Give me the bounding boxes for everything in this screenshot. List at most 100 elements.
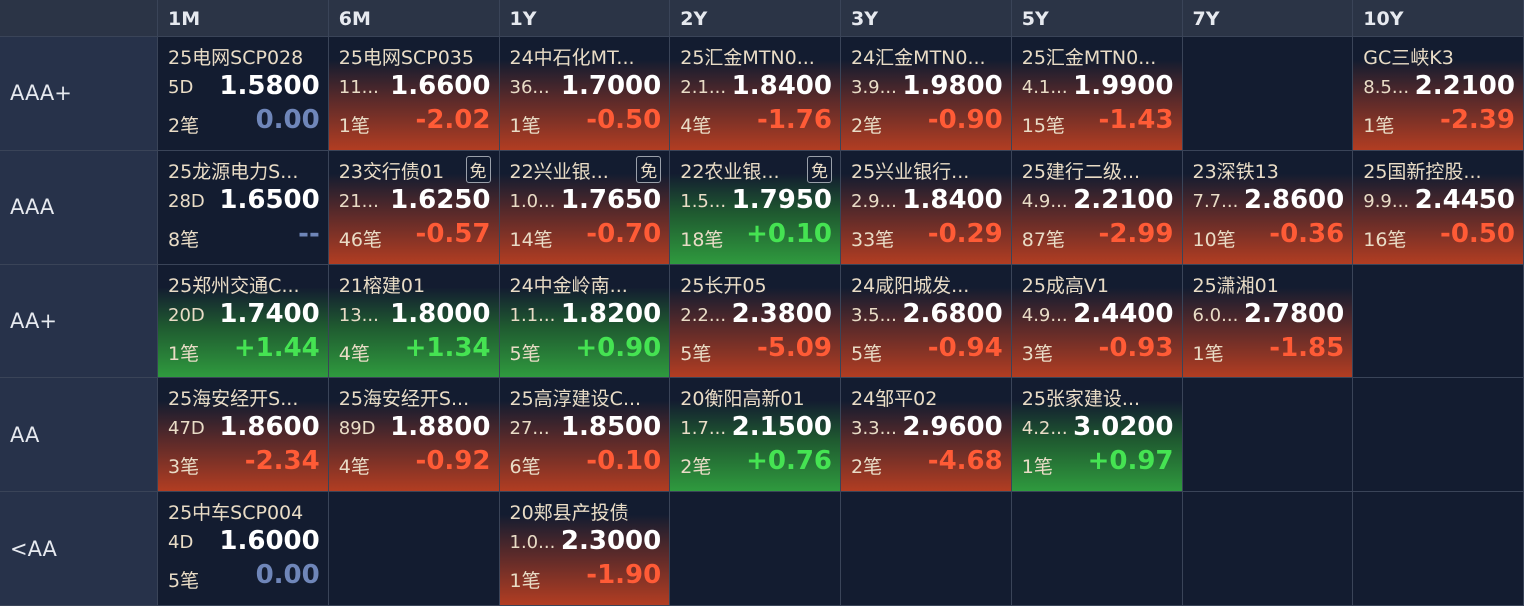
term: 1.5... [680,190,727,212]
bond-cell[interactable]: 25成高V1 4.9... 2.4400 3笔 -0.93 [1011,264,1183,379]
bond-cell[interactable]: 24中金岭南... 1.1... 1.8200 5笔 +0.90 [499,264,671,379]
bond-cell[interactable]: 25郑州交通C... 20D 1.7400 1笔 +1.44 [158,264,329,379]
bond-cell[interactable]: GC三峡K3 8.5... 2.2100 1笔 -2.39 [1353,37,1524,151]
bond-cell[interactable]: 20衡阳高新01 1.7... 2.1500 2笔 +0.76 [670,378,841,493]
bond-cell[interactable]: 25汇金MTN0... 4.1... 1.9900 15笔 -1.43 [1011,37,1183,151]
bond-name: 25中车SCP004 [168,502,304,525]
change: -0.50 [1440,218,1515,249]
term: 28D [168,190,205,212]
trade-count: 18笔 [680,228,724,251]
yield: 1.8000 [390,298,491,329]
column-header: 7Y [1182,0,1354,37]
change: -0.10 [586,446,662,477]
yield: 2.6800 [902,298,1003,329]
bond-cell[interactable]: 25汇金MTN0... 2.1... 1.8400 4笔 -1.76 [670,37,841,151]
term: 13... [338,304,379,326]
bond-cell[interactable]: 25中车SCP004 4D 1.6000 5笔 0.00 [158,492,329,606]
bond-cell[interactable]: 25国新控股... 9.9... 2.4450 16笔 -0.50 [1353,150,1524,265]
change: +0.90 [575,332,662,363]
bond-cell[interactable]: 25建行二级... 4.9... 2.2100 87笔 -2.99 [1011,150,1183,265]
bond-name: 23深铁13 [1192,160,1279,183]
bond-cell[interactable]: 25潇湘01 6.0... 2.7800 1笔 -1.85 [1182,264,1354,379]
bond-cell[interactable]: 25电网SCP028 5D 1.5800 2笔 0.00 [158,37,329,151]
bond-name: 25建行二级... [1021,160,1141,183]
bond-cell[interactable]: 25兴业银行... 2.9... 1.8400 33笔 -0.29 [841,150,1012,265]
bond-cell[interactable]: 25海安经开S... 47D 1.8600 3笔 -2.34 [158,378,329,493]
bond-cell[interactable]: 21榕建01 13... 1.8000 4笔 +1.34 [328,264,500,379]
column-header: 1Y [499,0,671,37]
bond-cell[interactable]: 23深铁13 7.7... 2.8600 10笔 -0.36 [1182,150,1354,265]
change: -0.94 [927,332,1003,363]
yield: 1.8800 [390,412,491,443]
bond-name: GC三峡K3 [1363,47,1454,69]
bond-cell[interactable]: 23交行债01 免 21... 1.6250 46笔 -0.57 [328,150,500,265]
trade-count: 87笔 [1021,228,1065,251]
column-header: 1M [158,0,329,37]
empty-cell [1182,492,1354,606]
empty-cell [1353,492,1524,606]
bond-cell[interactable]: 25电网SCP035 11... 1.6600 1笔 -2.02 [328,37,500,151]
tax-free-tag: 免 [807,155,832,183]
term: 20D [168,304,205,326]
empty-cell [1011,492,1183,606]
term: 47D [168,418,205,440]
bond-name: 24中金岭南... [509,274,628,297]
change: +0.10 [746,218,832,249]
yield: 1.6500 [219,184,320,215]
change: -0.70 [586,218,662,249]
bond-cell[interactable]: 25高淳建设C... 27... 1.8500 6笔 -0.10 [499,378,671,493]
tax-free-tag: 免 [465,155,491,183]
bond-cell[interactable]: 25海安经开S... 89D 1.8800 4笔 -0.92 [328,378,500,493]
bond-cell[interactable]: 24咸阳城发... 3.5... 2.6800 5笔 -0.94 [841,264,1012,379]
bond-cell[interactable]: 24邹平02 3.3... 2.9600 2笔 -4.68 [841,378,1012,493]
bond-cell[interactable]: 24汇金MTN0... 3.9... 1.9800 2笔 -0.90 [841,37,1012,151]
trade-count: 10笔 [1192,228,1236,251]
empty-cell [841,492,1012,606]
trade-count: 1笔 [1021,456,1053,479]
change: -1.85 [1269,332,1345,363]
term: 89D [338,418,376,440]
yield: 1.6250 [390,184,491,215]
term: 21... [338,190,379,212]
bond-cell[interactable]: 25长开05 2.2... 2.3800 5笔 -5.09 [670,264,841,379]
term: 7.7... [1192,190,1239,212]
change: -0.92 [415,446,491,477]
bond-cell[interactable]: 25龙源电力S... 28D 1.6500 8笔 -- [158,150,329,265]
term: 4.9... [1021,304,1068,326]
yield: 1.7000 [560,71,662,101]
bond-cell[interactable]: 22农业银... 免 1.5... 1.7950 18笔 +0.10 [670,150,841,265]
bond-name: 25国新控股... [1363,160,1482,183]
yield: 1.9800 [902,71,1003,101]
bond-name: 21榕建01 [338,274,426,297]
empty-cell [1182,378,1354,493]
term: 1.0... [509,532,556,554]
term: 2.1... [680,77,727,98]
yield: 1.8200 [560,298,662,329]
bond-cell[interactable]: 20郏县产投债 1.0... 2.3000 1笔 -1.90 [499,492,671,606]
bond-name: 25海安经开S... [338,388,470,411]
bond-cell[interactable]: 24中石化MT... 36... 1.7000 1笔 -0.50 [499,37,671,151]
term: 4.2... [1021,418,1068,440]
bond-cell[interactable]: 25张家建设... 4.2... 3.0200 1笔 +0.97 [1011,378,1183,493]
bond-name: 25龙源电力S... [168,160,299,183]
yield: 1.8600 [219,412,320,443]
yield: 1.8400 [902,184,1003,215]
term: 2.9... [851,190,897,212]
bond-cell[interactable]: 22兴业银... 免 1.0... 1.7650 14笔 -0.70 [499,150,671,265]
yield: 2.4400 [1073,298,1174,329]
row-label: <AA [0,492,158,606]
change: -1.90 [586,560,662,591]
yield: 1.5800 [219,71,320,101]
yield: 3.0200 [1073,412,1174,443]
trade-count: 14笔 [509,228,553,251]
term: 3.5... [851,304,897,326]
trade-count: 5笔 [509,342,541,365]
row-label: AAA+ [0,37,158,151]
term: 6.0... [1192,304,1239,326]
change: -2.34 [244,446,320,477]
empty-cell [328,492,500,606]
change: +1.44 [233,332,320,363]
trade-count: 46笔 [338,228,382,251]
row-label: AAA [0,150,158,265]
